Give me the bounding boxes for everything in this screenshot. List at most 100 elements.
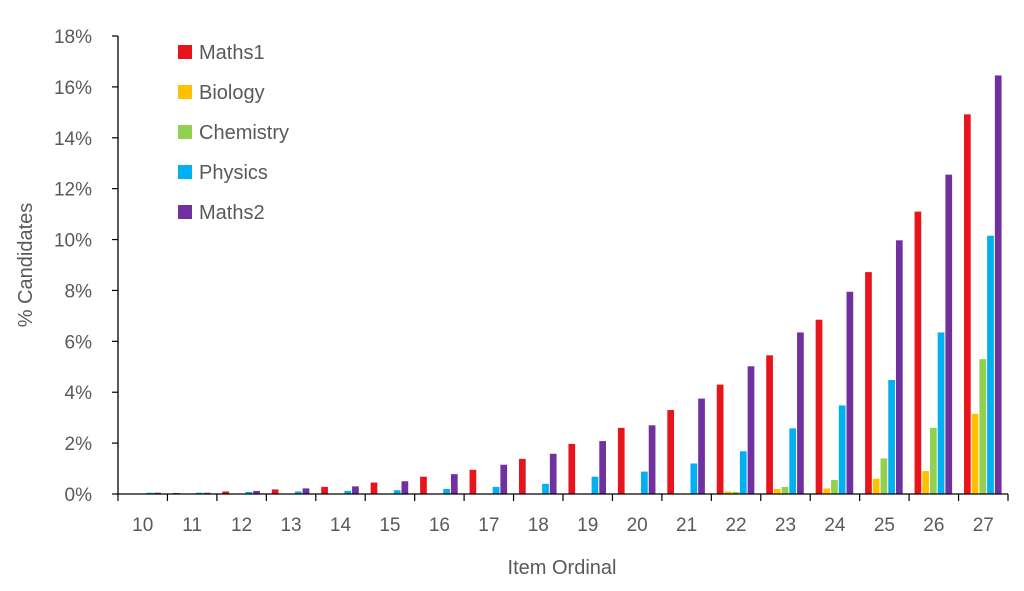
legend-swatch bbox=[178, 205, 192, 219]
bar-maths1-15 bbox=[370, 482, 378, 494]
bar-physics-12 bbox=[245, 491, 253, 494]
legend-swatch bbox=[178, 85, 192, 99]
bar-chemistry-25 bbox=[880, 458, 888, 494]
bar-physics-21 bbox=[690, 463, 698, 494]
x-tick-label: 27 bbox=[973, 515, 994, 536]
x-tick-label: 20 bbox=[627, 515, 648, 536]
x-tick-label: 11 bbox=[182, 515, 202, 536]
y-tick-label: 6% bbox=[65, 332, 93, 353]
bar-maths2-21 bbox=[698, 398, 705, 494]
bar-physics-27 bbox=[987, 235, 994, 495]
y-tick-label: 18% bbox=[54, 27, 92, 48]
bar-physics-26 bbox=[937, 332, 945, 494]
bar-physics-22 bbox=[739, 451, 747, 494]
y-tick-label: 16% bbox=[54, 78, 92, 99]
legend: Maths1 Biology Chemistry Physics Maths2 bbox=[178, 42, 289, 224]
bar-biology-22 bbox=[724, 491, 732, 494]
bar-maths2-26 bbox=[945, 174, 953, 495]
legend-item-physics: Physics bbox=[178, 162, 268, 184]
x-tick-label: 24 bbox=[824, 515, 846, 536]
x-axis-title: Item Ordinal bbox=[508, 557, 617, 579]
bar-physics-19 bbox=[591, 476, 599, 494]
bar-maths1-22 bbox=[716, 384, 724, 494]
bar-physics-14 bbox=[344, 490, 352, 494]
bar-maths1-12 bbox=[222, 491, 230, 494]
bar-maths1-20 bbox=[617, 427, 625, 494]
bar-maths2-12 bbox=[253, 490, 260, 494]
ticks-group: 0% 2% 4% 6% 8% 10% 12% 14% 16% 18% 10 11 12 13 14 15 16 1… bbox=[54, 27, 994, 536]
legend-item-chemistry: Chemistry bbox=[178, 122, 289, 144]
bar-maths2-22 bbox=[747, 366, 755, 494]
y-tick-label: 8% bbox=[65, 281, 93, 302]
y-tick-label: 12% bbox=[54, 180, 92, 201]
bar-maths2-14 bbox=[352, 486, 359, 494]
bar-chemistry-22 bbox=[732, 491, 739, 494]
x-tick-label: 25 bbox=[874, 515, 895, 536]
bar-maths1-14 bbox=[321, 486, 328, 494]
y-tick-label: 14% bbox=[54, 129, 92, 150]
bar-maths1-24 bbox=[815, 319, 823, 494]
bar-maths1-23 bbox=[766, 355, 773, 494]
x-tick-label: 16 bbox=[429, 515, 450, 536]
x-tick-label: 26 bbox=[923, 515, 944, 536]
bar-maths2-15 bbox=[401, 481, 409, 494]
bar-physics-16 bbox=[443, 488, 450, 494]
bar-maths1-26 bbox=[914, 211, 922, 494]
legend-label: Biology bbox=[199, 82, 265, 104]
bars-group bbox=[146, 75, 1002, 495]
legend-label: Maths1 bbox=[199, 42, 265, 64]
bar-maths1-27 bbox=[963, 114, 971, 495]
bar-physics-13 bbox=[294, 491, 302, 494]
bar-physics-15 bbox=[393, 490, 401, 494]
bar-maths2-23 bbox=[797, 332, 804, 494]
y-tick-label: 10% bbox=[54, 231, 92, 252]
bar-maths1-18 bbox=[518, 458, 526, 494]
x-tick-label: 22 bbox=[725, 515, 746, 536]
bar-maths2-17 bbox=[500, 464, 508, 494]
legend-item-maths1: Maths1 bbox=[178, 42, 265, 64]
y-tick-label: 2% bbox=[65, 434, 93, 455]
x-tick-label: 10 bbox=[132, 515, 153, 536]
bar-chemistry-23 bbox=[781, 486, 789, 494]
bar-maths2-20 bbox=[648, 425, 656, 494]
bar-chemistry-24 bbox=[831, 480, 838, 494]
x-tick-label: 21 bbox=[676, 515, 697, 536]
bar-maths1-21 bbox=[667, 410, 675, 494]
bar-maths2-24 bbox=[846, 291, 854, 494]
x-tick-label: 14 bbox=[330, 515, 352, 536]
y-tick-label: 4% bbox=[65, 383, 93, 404]
x-tick-label: 23 bbox=[775, 515, 796, 536]
bar-biology-23 bbox=[773, 488, 781, 494]
x-tick-label: 13 bbox=[280, 515, 301, 536]
x-tick-label: 15 bbox=[379, 515, 400, 536]
x-tick-label: 18 bbox=[528, 515, 549, 536]
x-tick-label: 19 bbox=[577, 515, 598, 536]
bar-chemistry-26 bbox=[929, 427, 937, 494]
bar-biology-24 bbox=[823, 488, 831, 494]
bar-physics-25 bbox=[888, 380, 895, 494]
bar-maths1-25 bbox=[865, 272, 872, 494]
legend-swatch bbox=[178, 125, 192, 139]
bar-maths2-25 bbox=[895, 240, 903, 494]
bar-maths2-27 bbox=[994, 75, 1002, 494]
bar-physics-23 bbox=[789, 428, 797, 494]
bar-maths2-16 bbox=[450, 474, 458, 494]
bar-maths1-17 bbox=[469, 469, 477, 494]
y-tick-label: 0% bbox=[65, 485, 93, 506]
bar-maths2-13 bbox=[302, 488, 310, 494]
bar-maths2-18 bbox=[549, 453, 557, 494]
legend-swatch bbox=[178, 45, 192, 59]
bar-biology-26 bbox=[922, 471, 929, 494]
legend-item-biology: Biology bbox=[178, 82, 265, 104]
legend-label: Physics bbox=[199, 162, 268, 184]
bar-maths1-16 bbox=[420, 476, 427, 494]
bar-chemistry-27 bbox=[979, 359, 987, 494]
legend-label: Maths2 bbox=[199, 202, 265, 224]
bar-maths1-13 bbox=[271, 489, 279, 494]
legend-item-maths2: Maths2 bbox=[178, 202, 265, 224]
y-axis-title: % Candidates bbox=[15, 203, 37, 328]
x-tick-label: 17 bbox=[478, 515, 499, 536]
axes-group bbox=[112, 35, 1009, 501]
bar-physics-20 bbox=[641, 471, 648, 494]
